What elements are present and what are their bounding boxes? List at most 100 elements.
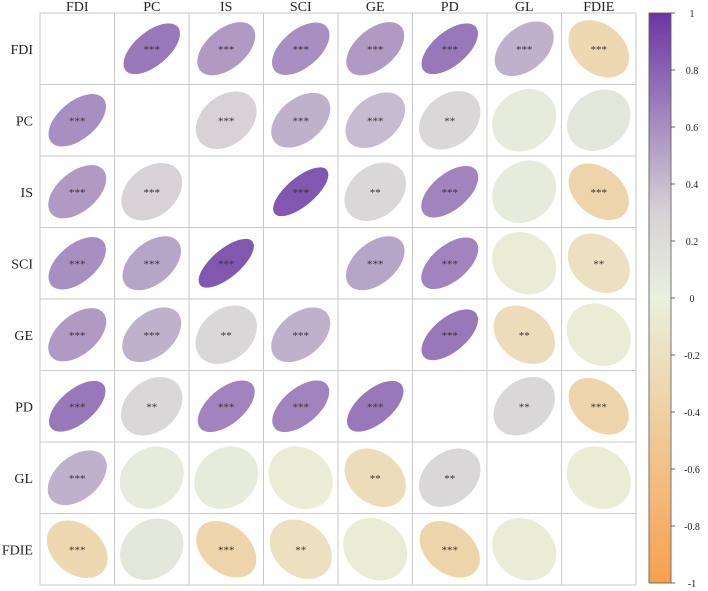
colorbar-gradient xyxy=(648,12,672,584)
significance-label: ** xyxy=(519,401,530,413)
colorbar-tick-label: 0.8 xyxy=(686,66,699,77)
colorbar-tick-label: 0 xyxy=(690,294,695,305)
colorbar-tick-label: -1 xyxy=(688,579,696,590)
column-label: PC xyxy=(143,0,160,15)
significance-label: *** xyxy=(367,44,384,56)
significance-label: *** xyxy=(516,44,533,56)
row-label: SCI xyxy=(11,257,33,272)
correlation-ellipse xyxy=(198,238,254,288)
correlation-ellipse xyxy=(347,380,404,432)
significance-label: *** xyxy=(69,473,86,485)
column-label: PD xyxy=(441,0,459,15)
significance-label: *** xyxy=(218,115,235,127)
correlation-ellipse xyxy=(268,446,333,509)
significance-label: *** xyxy=(367,401,384,413)
colorbar-legend: 1 0.8 0.6 0.4 0.2 0 -0.2 -0.4 -0.6 -0.8 -1 xyxy=(648,9,700,590)
correlation-ellipse xyxy=(123,23,180,75)
significance-label: *** xyxy=(218,258,235,270)
significance-label: ** xyxy=(370,187,381,199)
correlation-ellipse xyxy=(49,380,106,432)
significance-label: ** xyxy=(444,473,455,485)
correlation-ellipse xyxy=(197,22,256,76)
significance-label: ** xyxy=(444,115,455,127)
significance-label: *** xyxy=(591,44,608,56)
correlation-ellipse xyxy=(419,520,480,578)
significance-label: *** xyxy=(218,544,235,556)
correlation-ellipse xyxy=(566,446,631,509)
correlation-ellipse xyxy=(421,237,479,290)
correlation-ellipse xyxy=(194,446,259,509)
correlation-ellipse xyxy=(269,519,332,579)
significance-label: *** xyxy=(442,187,459,199)
significance-label: *** xyxy=(144,187,161,199)
row-labels: FDI PC IS SCI GE PD GL FDIE xyxy=(2,43,33,559)
significance-label: *** xyxy=(69,187,86,199)
correlation-ellipse xyxy=(346,22,405,76)
correlation-ellipse xyxy=(344,162,406,221)
colorbar-tick-label: 0.6 xyxy=(686,123,699,134)
correlation-ellipse xyxy=(494,21,554,77)
correlation-ellipse xyxy=(345,92,406,149)
correlation-ellipse xyxy=(493,305,555,364)
correlation-ellipse xyxy=(344,448,406,507)
correlation-ellipse xyxy=(492,518,557,581)
column-label: GE xyxy=(366,0,385,15)
correlation-ellipse xyxy=(46,520,108,579)
colorbar-tick-label: -0.6 xyxy=(684,465,700,476)
significance-label: *** xyxy=(69,330,86,342)
colorbar-tick-label: -0.8 xyxy=(684,522,700,533)
significance-label: ** xyxy=(221,330,232,342)
significance-label: *** xyxy=(591,187,608,199)
correlation-ellipse xyxy=(492,232,557,295)
correlation-ellipse xyxy=(197,380,255,433)
significance-label: *** xyxy=(293,401,310,413)
correlation-ellipse xyxy=(421,23,478,75)
significance-label: ** xyxy=(295,544,306,556)
correlation-ellipse xyxy=(121,377,183,436)
significance-label: *** xyxy=(218,44,235,56)
correlation-ellipse xyxy=(492,160,557,223)
row-label: GL xyxy=(14,472,33,487)
correlation-ellipse xyxy=(568,377,629,435)
colorbar-tick-label: 1 xyxy=(690,9,695,20)
significance-label: ** xyxy=(519,330,530,342)
correlation-ellipse xyxy=(567,233,630,293)
significance-label: *** xyxy=(144,330,161,342)
significance-label: *** xyxy=(591,401,608,413)
correlation-ellipse xyxy=(493,377,555,436)
correlation-ellipse xyxy=(419,91,481,150)
significance-label: ** xyxy=(593,258,604,270)
correlation-ellipse xyxy=(122,307,182,363)
correlation-ellipse xyxy=(346,236,405,291)
correlation-ellipse xyxy=(567,89,631,151)
significance-label: *** xyxy=(367,258,384,270)
significance-label: *** xyxy=(367,115,384,127)
significance-label: *** xyxy=(144,44,161,56)
significance-label: *** xyxy=(69,401,86,413)
correlation-ellipse xyxy=(272,22,330,75)
correlation-ellipse xyxy=(48,308,107,362)
correlation-ellipse xyxy=(421,309,478,361)
correlation-ellipse xyxy=(271,307,331,363)
correlation-ellipse xyxy=(419,448,481,507)
row-label: IS xyxy=(21,186,33,201)
correlation-ellipse xyxy=(195,305,257,364)
correlation-ellipse xyxy=(421,165,479,218)
colorbar-tick-label: -0.2 xyxy=(684,351,700,362)
column-label: IS xyxy=(220,0,232,15)
significance-label: *** xyxy=(144,258,161,270)
significance-label: *** xyxy=(293,115,310,127)
column-label: SCI xyxy=(290,0,312,15)
row-label: GE xyxy=(14,329,33,344)
significance-label: *** xyxy=(69,544,86,556)
row-label: FDIE xyxy=(2,543,33,558)
correlation-ellipse xyxy=(47,450,107,506)
significance-label: *** xyxy=(69,115,86,127)
correlation-ellipse xyxy=(272,380,330,433)
column-labels: FDI PC IS SCI GE PD GL FDIE xyxy=(66,0,614,15)
correlation-ellipse xyxy=(566,303,631,366)
matrix-grid xyxy=(39,12,637,586)
column-label: FDI xyxy=(66,0,89,15)
significance-label: ** xyxy=(146,401,157,413)
column-label: FDIE xyxy=(583,0,614,15)
